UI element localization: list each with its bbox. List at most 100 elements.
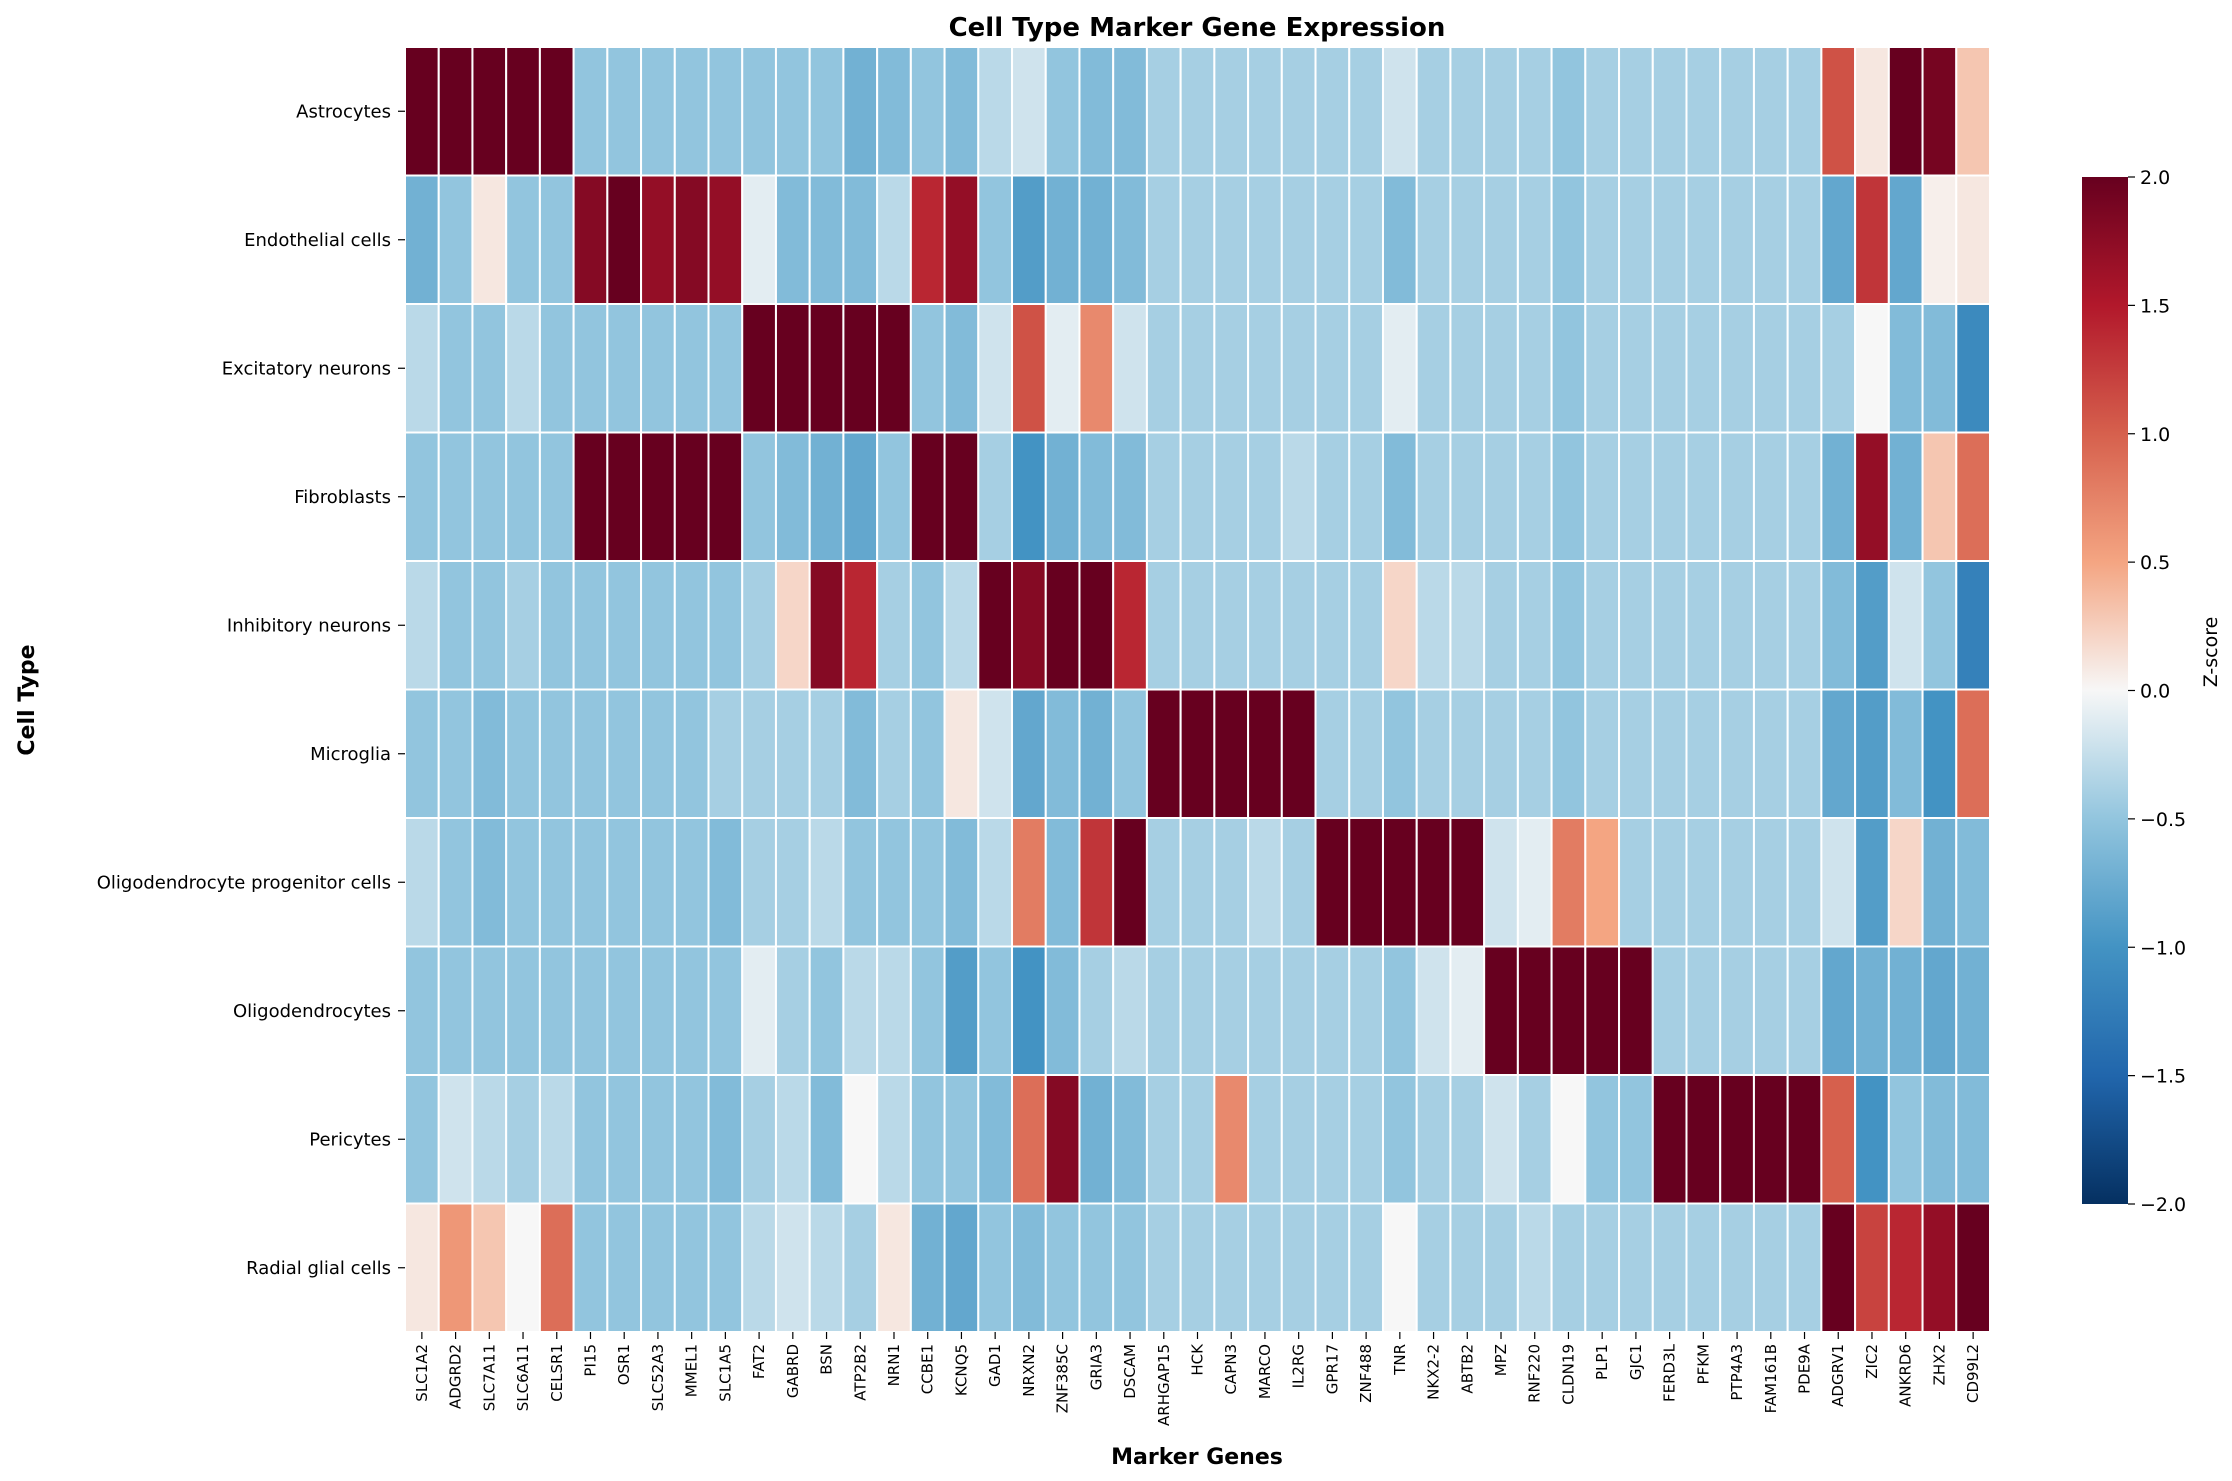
heatmap-cell [1415, 46, 1452, 177]
x-tick-label: NKX2-2 [1425, 1344, 1443, 1400]
heatmap-cell [505, 303, 541, 434]
heatmap-cell [1145, 174, 1182, 305]
heatmap-cell [673, 1202, 710, 1333]
heatmap-cell [876, 688, 912, 819]
x-tick-label: MPZ [1492, 1344, 1510, 1376]
heatmap-cell [606, 1202, 643, 1333]
heatmap-cell [774, 431, 811, 562]
heatmap-cell [1247, 46, 1283, 177]
heatmap-cell [1348, 688, 1384, 819]
heatmap-cell [1483, 303, 1519, 434]
heatmap-cell [842, 560, 879, 691]
heatmap-cell [876, 1202, 912, 1333]
x-tick-label: ADGRD2 [447, 1344, 465, 1409]
heatmap-cell [1145, 46, 1182, 177]
heatmap-cell [1516, 431, 1553, 562]
x-tick-label: GRIA3 [1087, 1344, 1105, 1390]
heatmap-cell [673, 560, 710, 691]
heatmap-cell [1550, 560, 1587, 691]
heatmap-cell [1179, 174, 1216, 305]
x-tick-label: RNF220 [1526, 1344, 1544, 1403]
heatmap-cell [1921, 303, 1958, 434]
heatmap-cell [1314, 945, 1351, 1076]
heatmap-cell [1854, 945, 1890, 1076]
heatmap-cell [572, 817, 609, 948]
heatmap-cell [1584, 817, 1621, 948]
heatmap-cell [1887, 945, 1924, 1076]
x-tick-label: ATP2B2 [851, 1344, 869, 1401]
heatmap-cell [1280, 174, 1317, 305]
heatmap-cell [707, 945, 744, 1076]
heatmap-cell [1145, 817, 1182, 948]
x-tick-label: ZHX2 [1930, 1344, 1948, 1385]
heatmap-cell [1786, 174, 1823, 305]
heatmap-cell [505, 945, 541, 1076]
x-tick-label: PLP1 [1593, 1344, 1611, 1380]
heatmap-cell [1314, 1202, 1351, 1333]
heatmap-cell [876, 817, 912, 948]
colorbar: −2.0 −1.5 −1.0 −0.5 0.0 0.5 1.0 1.5 2.0 [2082, 167, 2186, 1216]
heatmap-cell [1011, 303, 1047, 434]
x-tick-label: TNR [1391, 1344, 1409, 1376]
heatmap-cell [640, 1074, 676, 1205]
y-tick-label: Oligodendrocytes [233, 1001, 391, 1022]
heatmap-cell [538, 945, 575, 1076]
x-tick-label: CAPN3 [1222, 1344, 1240, 1395]
heatmap-cell [1348, 560, 1384, 691]
heatmap-cell [538, 303, 575, 434]
heatmap-cell [943, 688, 980, 819]
heatmap-cell [977, 945, 1014, 1076]
heatmap-cell [1044, 945, 1081, 1076]
heatmap-cell [1449, 1074, 1486, 1205]
heatmap-cell [1685, 46, 1722, 177]
heatmap-cell [741, 431, 777, 562]
x-tick-label: GPR17 [1323, 1344, 1341, 1394]
heatmap-cell [1887, 1074, 1924, 1205]
heatmap-cell [471, 817, 508, 948]
heatmap-cell [842, 1202, 879, 1333]
heatmap-cell [538, 688, 575, 819]
heatmap-cell [471, 560, 508, 691]
heatmap-cell [505, 46, 541, 177]
heatmap-cell [1887, 688, 1924, 819]
heatmap-cell [572, 303, 609, 434]
heatmap-cell [1011, 1074, 1047, 1205]
heatmap-cell [1618, 1074, 1654, 1205]
heatmap-cell [572, 431, 609, 562]
heatmap-cell [1786, 1202, 1823, 1333]
heatmap-cell [977, 46, 1014, 177]
heatmap-cell [842, 1074, 879, 1205]
heatmap-cell [1719, 1074, 1755, 1205]
heatmap-cell [1955, 46, 1992, 177]
heatmap-cell [1348, 174, 1384, 305]
heatmap-cell [1887, 174, 1924, 305]
x-tick-label: KCNQ5 [952, 1344, 970, 1396]
heatmap-cell [1618, 46, 1654, 177]
heatmap-cell [1044, 817, 1081, 948]
heatmap-cell [707, 688, 744, 819]
heatmap-cell [1584, 1074, 1621, 1205]
x-tick-label: ZNF385C [1054, 1344, 1072, 1413]
heatmap-cell [1550, 945, 1587, 1076]
x-axis-label: Marker Genes [1111, 1445, 1283, 1470]
heatmap-cell [1685, 945, 1722, 1076]
heatmap-cell [1044, 1074, 1081, 1205]
heatmap-cell [1078, 688, 1115, 819]
heatmap-cell [1483, 688, 1519, 819]
heatmap-cell [1752, 560, 1789, 691]
x-tick-label: ARHGAP15 [1155, 1344, 1173, 1426]
heatmap-cell [1820, 945, 1857, 1076]
x-tick-label: PFKM [1694, 1344, 1712, 1384]
x-tick-label: ABTB2 [1458, 1344, 1476, 1394]
heatmap-cell [1752, 174, 1789, 305]
heatmap-cell [1280, 431, 1317, 562]
heatmap-cell [1280, 46, 1317, 177]
heatmap-cell [1044, 688, 1081, 819]
heatmap-cell [707, 560, 744, 691]
x-tick-label: ANKRD6 [1897, 1344, 1915, 1407]
x-tick-label: PTP4A3 [1728, 1344, 1746, 1401]
heatmap-cell [909, 1202, 946, 1333]
heatmap-cell [1078, 1074, 1115, 1205]
heatmap-cell [1179, 560, 1216, 691]
heatmap-cell [741, 560, 777, 691]
